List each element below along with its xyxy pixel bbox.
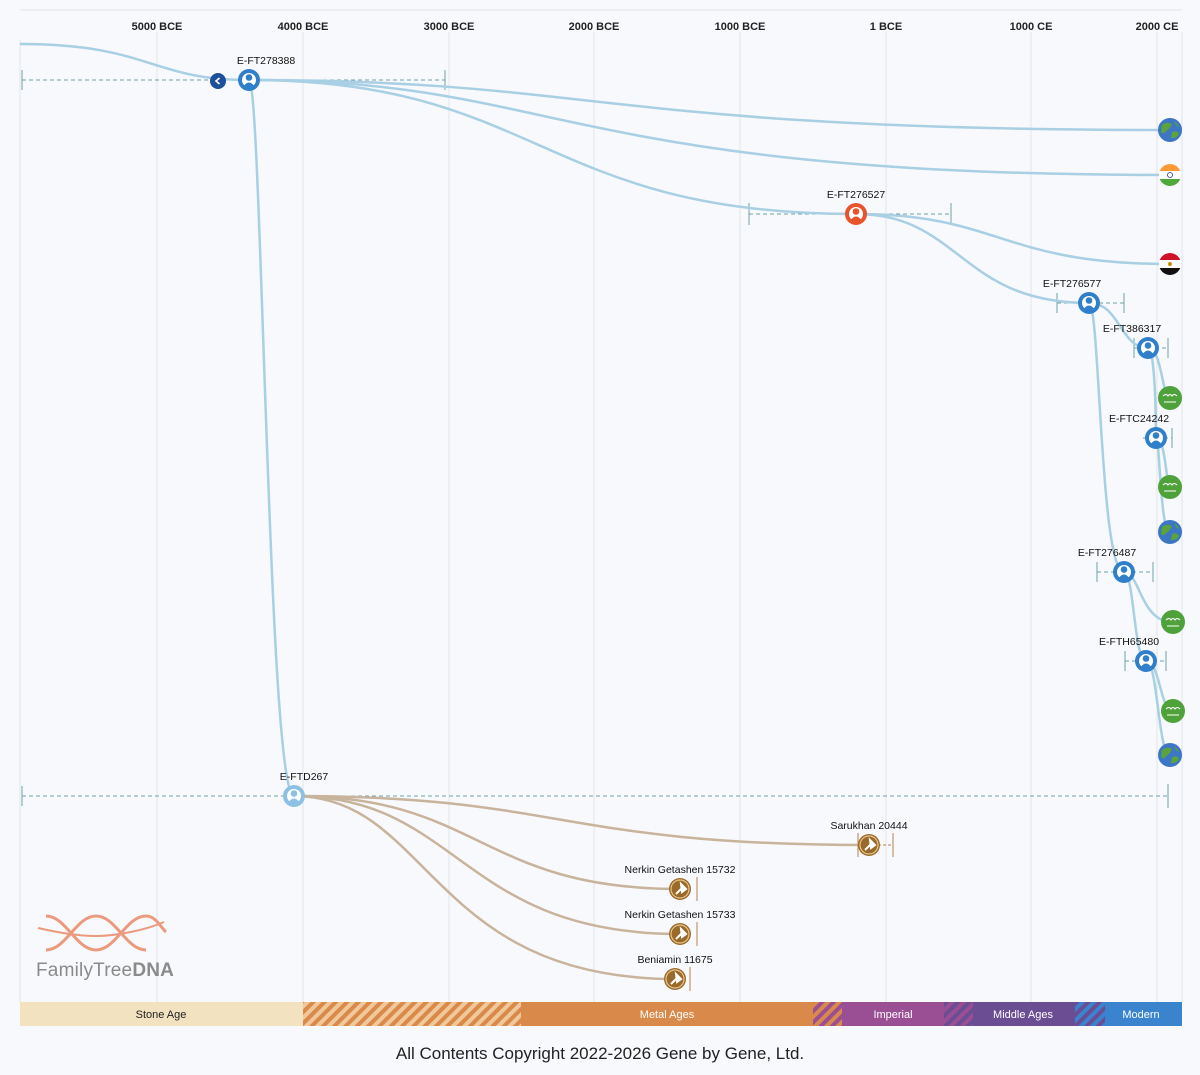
age-transition <box>944 1002 973 1026</box>
tick-label: 1000 CE <box>1010 21 1053 33</box>
node-e-ft386317[interactable]: E-FT386317 <box>1103 323 1162 359</box>
node-label: E-FTH65480 <box>1099 636 1159 648</box>
saudi-flag-icon[interactable] <box>1158 386 1182 410</box>
node-label: E-FT276487 <box>1078 547 1137 559</box>
node-label: E-FTC24242 <box>1109 413 1169 425</box>
node-e-ft276577[interactable]: E-FT276577 <box>1043 278 1102 314</box>
copyright-text: All Contents Copyright 2022-2026 Gene by… <box>395 1044 805 1063</box>
node-label: E-FT276527 <box>827 189 886 201</box>
logo-text: FamilyTreeDNA <box>36 960 175 981</box>
confidence-intervals <box>21 70 1173 808</box>
tick-label: 1 BCE <box>870 21 902 33</box>
tick-label: 2000 BCE <box>569 21 620 33</box>
node-label: E-FT276577 <box>1043 278 1102 290</box>
saudi-flag-icon[interactable] <box>1161 610 1185 634</box>
age-imperial <box>842 1002 944 1026</box>
age-label: Imperial <box>873 1009 912 1021</box>
axis-ticks: 5000 BCE 4000 BCE 3000 BCE 2000 BCE 1000… <box>132 21 1179 33</box>
tick-label: 2000 CE <box>1136 21 1179 33</box>
node-label: E-FT278388 <box>237 55 296 67</box>
familytreedna-logo: FamilyTreeDNA <box>36 908 186 988</box>
ancient-branches <box>293 794 870 981</box>
gridlines <box>19 32 1183 1002</box>
age-label: Stone Age <box>136 1009 187 1021</box>
saudi-flag-icon[interactable] <box>1161 699 1185 723</box>
ancient-sample-nerkin-getashen-15732[interactable]: Nerkin Getashen 15732 <box>625 864 736 901</box>
node-e-ftd267[interactable]: E-FTD267 <box>280 771 329 807</box>
sample-label: Nerkin Getashen 15733 <box>625 909 736 921</box>
age-label: Middle Ages <box>993 1009 1053 1021</box>
timeline-tree: 5000 BCE 4000 BCE 3000 BCE 2000 BCE 1000… <box>19 9 1185 1026</box>
tick-label: 1000 BCE <box>715 21 766 33</box>
node-label: E-FT386317 <box>1103 323 1162 335</box>
tick-label: 4000 BCE <box>278 21 329 33</box>
trowel-icon <box>670 971 683 985</box>
age-middle <box>973 1002 1075 1026</box>
node-e-ft276527[interactable]: E-FT276527 <box>827 189 886 225</box>
sample-label: Nerkin Getashen 15732 <box>625 864 736 876</box>
age-transition <box>1075 1002 1105 1026</box>
node-e-ft276487[interactable]: E-FT276487 <box>1078 547 1137 583</box>
age-label: Modern <box>1122 1009 1159 1021</box>
age-metal <box>521 1002 813 1026</box>
globe-icon[interactable] <box>1158 520 1182 544</box>
egypt-flag-icon[interactable] <box>1158 252 1182 276</box>
back-button[interactable] <box>210 73 226 89</box>
node-e-ftc24242[interactable]: E-FTC24242 <box>1109 413 1169 449</box>
saudi-flag-icon[interactable] <box>1158 475 1182 499</box>
globe-icon[interactable] <box>1158 743 1182 767</box>
trowel-icon <box>675 881 688 895</box>
india-flag-icon[interactable] <box>1158 163 1182 187</box>
node-e-fth65480[interactable]: E-FTH65480 <box>1099 636 1159 672</box>
tick-label: 3000 BCE <box>424 21 475 33</box>
sample-label: Sarukhan 20444 <box>830 820 907 832</box>
chevron-left-icon <box>214 77 221 85</box>
age-band: Stone Age Metal Ages Imperial Middle Age… <box>20 1002 1182 1026</box>
dna-helix-icon <box>37 914 168 952</box>
ancient-sample-beniamin-11675[interactable]: Beniamin 11675 <box>637 954 713 991</box>
ancient-sample-nerkin-getashen-15733[interactable]: Nerkin Getashen 15733 <box>625 909 736 946</box>
age-transition <box>303 1002 521 1026</box>
node-e-ft278388[interactable]: E-FT278388 <box>237 55 296 91</box>
globe-icon[interactable] <box>1158 118 1182 142</box>
sample-label: Beniamin 11675 <box>637 954 712 966</box>
branches <box>19 42 1174 798</box>
age-stone <box>20 1002 303 1026</box>
trowel-icon <box>864 837 877 851</box>
tick-label: 5000 BCE <box>132 21 183 33</box>
age-modern <box>1105 1002 1182 1026</box>
age-transition <box>813 1002 842 1026</box>
ancient-sample-sarukhan-20444[interactable]: Sarukhan 20444 <box>830 820 908 857</box>
trowel-icon <box>675 926 688 940</box>
age-label: Metal Ages <box>640 1009 695 1021</box>
node-label: E-FTD267 <box>280 771 329 783</box>
